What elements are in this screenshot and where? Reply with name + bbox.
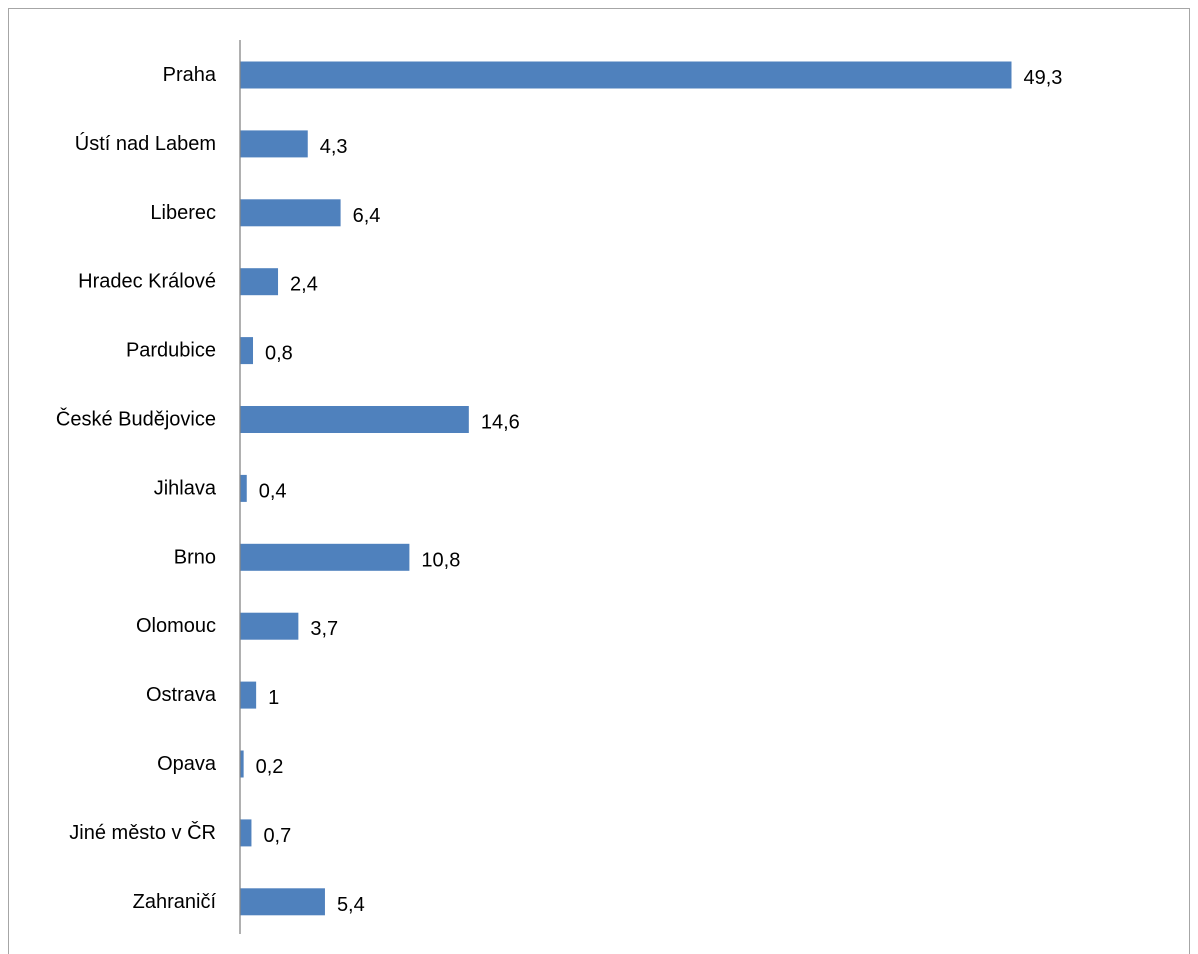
value-label: 49,3: [1024, 67, 1063, 89]
bar-ceske-budejovice: [240, 406, 469, 433]
bar-praha: [240, 61, 1012, 89]
bar-pardubice: [240, 337, 254, 365]
category-label: Pardubice: [126, 340, 216, 362]
value-label: 0,2: [256, 756, 284, 778]
value-label: 14,6: [481, 412, 520, 434]
value-label: 5,4: [337, 894, 365, 916]
bar-usti-nad-labem: [240, 130, 308, 158]
category-label: Liberec: [150, 202, 216, 224]
bars-group: [240, 61, 1012, 916]
bar-hradec-kralove: [240, 268, 279, 296]
value-label: 6,4: [353, 205, 381, 227]
bar-brno: [240, 543, 410, 571]
value-labels-group: 49,3 4,3 6,4 2,4 0,8 14,6 0,4 10,8 3,7 1 0,2 0,7 5,4: [256, 67, 1063, 916]
bar-zahranici: [240, 888, 325, 916]
category-label: Ostrava: [146, 684, 217, 706]
bar-jine-mesto-v-cr: [240, 819, 252, 847]
category-label: České Budějovice: [56, 408, 216, 431]
value-label: 2,4: [290, 274, 318, 296]
category-label: Praha: [163, 64, 217, 86]
value-label: 1: [268, 687, 279, 709]
category-label: Ústí nad Labem: [75, 132, 216, 155]
bar-ostrava: [240, 681, 257, 709]
value-label: 4,3: [320, 136, 348, 158]
category-label: Jiné město v ČR: [69, 821, 216, 844]
value-label: 10,8: [421, 549, 460, 571]
chart-frame: [8, 8, 1190, 954]
category-label: Olomouc: [136, 615, 216, 637]
value-label: 3,7: [310, 618, 338, 640]
bar-olomouc: [240, 612, 299, 640]
value-label: 0,8: [265, 343, 293, 365]
value-label: 0,4: [259, 480, 287, 502]
category-label: Opava: [157, 753, 217, 775]
bar-liberec: [240, 199, 341, 227]
value-label: 0,7: [263, 825, 291, 847]
category-label: Zahraničí: [133, 891, 217, 913]
category-labels-group: Praha Ústí nad Labem Liberec Hradec Králové…: [56, 64, 217, 913]
category-label: Jihlava: [154, 477, 217, 499]
bar-jihlava: [240, 474, 247, 502]
category-label: Hradec Králové: [78, 271, 216, 293]
bar-opava: [240, 750, 244, 778]
category-label: Brno: [174, 546, 216, 568]
